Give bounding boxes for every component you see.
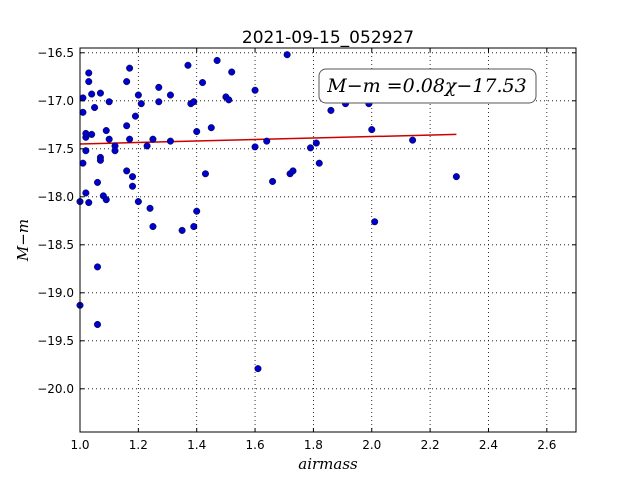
data-point (111, 147, 119, 155)
grid-lines (79, 48, 576, 432)
x-axis-label: airmass (298, 455, 358, 473)
data-point (166, 91, 174, 99)
data-point (79, 108, 87, 116)
data-point (96, 89, 104, 97)
data-point (228, 68, 236, 76)
y-tick-label: −17.5 (37, 142, 74, 156)
data-point (213, 56, 221, 64)
data-point (199, 79, 207, 87)
data-point (96, 156, 104, 164)
x-tick-label: 1.6 (246, 438, 265, 452)
data-point (201, 170, 209, 178)
data-point (79, 159, 87, 167)
data-point (123, 78, 131, 86)
data-point (123, 122, 131, 130)
data-point (82, 147, 90, 155)
data-point (225, 96, 233, 104)
data-point (82, 189, 90, 197)
data-point (193, 207, 201, 215)
data-point (149, 223, 157, 231)
data-point (94, 178, 102, 186)
data-point (88, 90, 96, 98)
data-point (105, 135, 113, 143)
data-point (143, 142, 151, 150)
y-axis-label: M−m (14, 219, 32, 262)
data-point (88, 130, 96, 138)
data-point (91, 104, 99, 112)
data-point (312, 139, 320, 147)
data-point (126, 64, 134, 72)
data-point (105, 98, 113, 106)
data-point (85, 69, 93, 77)
y-tick-label: −20.0 (37, 382, 74, 396)
data-point (131, 112, 139, 120)
data-point (155, 83, 163, 91)
data-point (82, 129, 90, 137)
fit-equation-label: M−m =0.08χ−17.53 (326, 75, 526, 97)
fit-equation-frame (318, 68, 537, 104)
data-point (371, 218, 379, 226)
y-tick-label: −16.5 (37, 46, 74, 60)
data-point (166, 137, 174, 145)
data-point (193, 128, 201, 136)
y-axis-ticks: −16.5 −17.0 −17.5 −18.0 −18.5 −19.0 −19.5 −20.0 (37, 46, 576, 396)
data-point (327, 106, 335, 114)
data-point (452, 173, 460, 181)
data-point (283, 51, 291, 59)
data-point (123, 167, 131, 175)
data-point (94, 263, 102, 271)
x-axis-ticks: 1.0 1.2 1.4 1.6 1.8 2.0 2.2 2.4 2.6 (70, 48, 556, 452)
y-tick-label: −18.5 (37, 238, 74, 252)
data-point (129, 173, 137, 181)
data-point (134, 91, 142, 99)
fit-equation-box: M−m =0.08χ−17.53 (318, 68, 537, 104)
data-point (184, 61, 192, 69)
y-tick-label: −18.0 (37, 190, 74, 204)
data-point (263, 137, 271, 145)
data-point (254, 365, 262, 373)
data-point (409, 136, 417, 144)
x-tick-label: 2.0 (362, 438, 381, 452)
data-point (155, 98, 163, 106)
data-point (315, 159, 323, 167)
x-tick-label: 1.2 (129, 438, 148, 452)
data-point (94, 320, 102, 328)
data-point (251, 143, 259, 151)
data-point (126, 135, 134, 143)
data-point (269, 177, 277, 185)
data-point (190, 98, 198, 106)
data-point (251, 86, 259, 94)
data-point (178, 226, 186, 234)
data-point (146, 204, 154, 212)
data-points (76, 51, 460, 373)
data-point (137, 100, 145, 108)
x-tick-label: 1.8 (304, 438, 323, 452)
y-tick-label: −19.5 (37, 334, 74, 348)
data-point (102, 196, 110, 204)
data-point (149, 135, 157, 143)
plot-frame (79, 47, 577, 433)
data-point (306, 144, 314, 152)
data-point (190, 223, 198, 231)
data-point (368, 126, 376, 134)
x-tick-label: 1.4 (187, 438, 206, 452)
chart-title: 2021-09-15_052927 (242, 28, 414, 48)
data-point (134, 198, 142, 206)
x-tick-label: 2.4 (479, 438, 498, 452)
x-tick-label: 2.6 (537, 438, 556, 452)
data-point (79, 94, 87, 102)
data-point (85, 78, 93, 86)
data-point (289, 167, 297, 175)
data-point (102, 127, 110, 135)
x-tick-label: 1.0 (70, 438, 89, 452)
data-point (129, 182, 137, 190)
x-tick-label: 2.2 (421, 438, 440, 452)
y-tick-label: −19.0 (37, 286, 74, 300)
data-point (85, 199, 93, 207)
data-point (207, 124, 215, 132)
y-tick-label: −17.0 (37, 94, 74, 108)
